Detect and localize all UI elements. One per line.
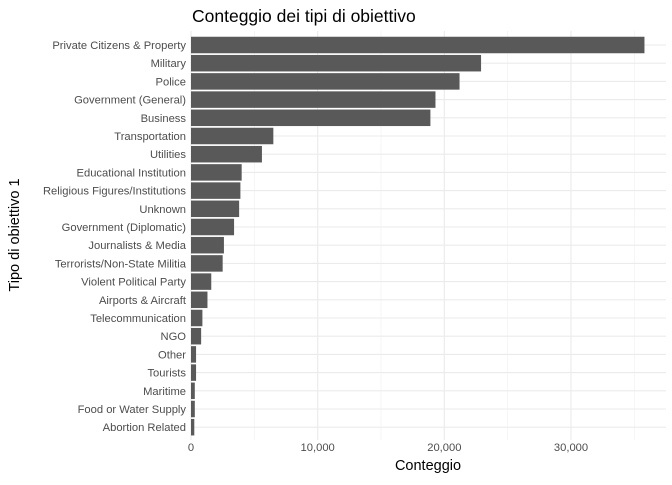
y-tick-label: Violent Political Party [81, 277, 186, 289]
y-tick-label: Government (Diplomatic) [62, 222, 187, 234]
x-tick-labels: 0 10,000 20,000 30,000 [188, 442, 588, 454]
y-tick-label: Unknown [139, 204, 186, 216]
bar [191, 36, 645, 54]
y-tick-label: Religious Figures/Institutions [43, 186, 186, 198]
y-tick-label: Abortion Related [103, 422, 186, 434]
y-tick-label: Tourists [147, 368, 186, 380]
bar [191, 218, 235, 236]
y-tick-label: Other [158, 349, 186, 361]
x-tick-label: 30,000 [554, 442, 588, 454]
bar [191, 54, 482, 72]
x-tick-label: 20,000 [427, 442, 461, 454]
bar [191, 73, 460, 90]
y-tick-label: Business [141, 113, 187, 125]
y-tick-label: Airports & Aircraft [99, 295, 187, 307]
y-tick-label: Police [156, 76, 186, 88]
bar [191, 255, 223, 272]
y-tick-label: NGO [161, 331, 187, 343]
y-tick-label: Military [151, 58, 187, 70]
y-tick-label: Educational Institution [77, 167, 186, 179]
chart-title: Conteggio dei tipi di obiettivo [192, 6, 416, 26]
bar [191, 400, 195, 418]
bar [191, 200, 240, 218]
bar [191, 145, 262, 163]
bar [191, 327, 202, 345]
y-tick-label: Telecommunication [90, 313, 186, 325]
x-tick-label: 0 [188, 442, 194, 454]
y-tick-label: Private Citizens & Property [52, 40, 186, 52]
bar [191, 309, 203, 327]
bar [191, 109, 431, 127]
bar [191, 291, 208, 309]
y-tick-label: Terrorists/Non-State Militia [55, 258, 187, 270]
y-tick-label: Utilities [150, 149, 186, 161]
y-tick-label: Transportation [114, 131, 186, 143]
y-tick-label: Maritime [143, 386, 186, 398]
y-tick-label: Government (General) [74, 95, 186, 107]
bar [191, 127, 274, 145]
y-tick-labels: Private Citizens & Property Military Polic… [43, 40, 187, 434]
bar [191, 273, 212, 290]
y-tick-label: Journalists & Media [88, 240, 186, 252]
bar [191, 364, 197, 381]
bar-layer [191, 36, 645, 436]
bar [191, 382, 195, 400]
x-axis-title: Conteggio [395, 458, 461, 474]
y-axis-title: Tipo di obiettivo 1 [7, 178, 23, 291]
bar [191, 164, 242, 181]
y-tick-label: Food or Water Supply [78, 404, 187, 416]
bar [191, 346, 197, 363]
bar [191, 418, 195, 436]
bar [191, 91, 436, 108]
bar [191, 236, 224, 254]
x-tick-label: 10,000 [301, 442, 335, 454]
bar [191, 182, 241, 199]
